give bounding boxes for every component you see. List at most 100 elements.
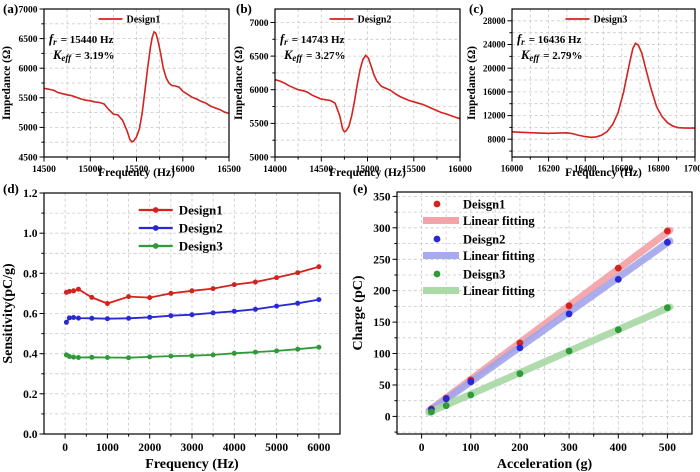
gridlines xyxy=(275,9,460,157)
y-axis-label: Charge (pC) xyxy=(351,275,366,350)
svg-text:Design2: Design2 xyxy=(358,15,392,26)
x-tick-labels: 14000 14500 15000 15500 16000 xyxy=(263,165,472,175)
svg-text:100: 100 xyxy=(462,442,480,454)
series-Design3 xyxy=(63,344,322,361)
svg-text:5000: 5000 xyxy=(250,153,269,163)
series-Deisgn2 xyxy=(428,238,671,413)
svg-text:17000: 17000 xyxy=(684,164,700,174)
svg-text:200: 200 xyxy=(373,286,391,298)
svg-text:16000: 16000 xyxy=(501,164,524,174)
svg-text:5500: 5500 xyxy=(250,120,269,130)
svg-text:16400: 16400 xyxy=(574,164,597,174)
series-Design2 xyxy=(63,297,322,325)
chart-d-canvas: 0 1000 2000 3000 4000 5000 6000 0.0 0.2 0.4 0.6 0.8… xyxy=(1,188,341,472)
svg-text:16000: 16000 xyxy=(448,165,472,175)
y-tick-labels: 0.0 0.2 0.4 0.6 0.8 1.0 1.2 xyxy=(23,188,38,441)
svg-text:15500: 15500 xyxy=(402,165,426,175)
resonance-annotation: fr = 15440 Hz Keff = 3.19% xyxy=(49,32,115,63)
svg-text:6500: 6500 xyxy=(250,52,269,62)
y-axis-label: Impedance (Ω) xyxy=(233,46,245,120)
svg-text:28000: 28000 xyxy=(483,16,506,26)
svg-text:0.8: 0.8 xyxy=(23,268,38,280)
svg-text:5000: 5000 xyxy=(19,124,38,134)
x-axis-label: Acceleration (g) xyxy=(497,457,593,472)
svg-text:24000: 24000 xyxy=(483,40,506,50)
chart-c-canvas: 16000 16200 16400 16600 16800 17000 8000 12000 1… xyxy=(466,8,700,179)
panel-label-d: (d) xyxy=(3,181,19,196)
svg-text:14500: 14500 xyxy=(32,165,56,175)
svg-text:6000: 6000 xyxy=(307,442,330,454)
svg-text:300: 300 xyxy=(560,442,578,454)
svg-text:1000: 1000 xyxy=(96,442,119,454)
svg-text:15000: 15000 xyxy=(356,165,380,175)
series-Design1 xyxy=(43,30,230,143)
svg-text:4500: 4500 xyxy=(19,153,38,163)
svg-text:500: 500 xyxy=(659,442,677,454)
axis-ticks xyxy=(39,192,320,439)
panel-label-e: (e) xyxy=(353,181,368,196)
svg-text:0.2: 0.2 xyxy=(23,389,38,401)
svg-text:16800: 16800 xyxy=(647,164,670,174)
x-axis-label: Frequency (Hz) xyxy=(145,457,239,472)
axis-ticks xyxy=(392,195,668,439)
svg-text:1.0: 1.0 xyxy=(23,228,38,240)
svg-text:16600: 16600 xyxy=(611,164,634,174)
y-tick-labels: 4500 5000 5500 6000 6500 7000 xyxy=(19,5,38,163)
svg-text:3000: 3000 xyxy=(181,442,204,454)
axis-ticks xyxy=(39,8,230,162)
svg-text:1.2: 1.2 xyxy=(23,188,38,200)
legend: Design1 Design2 Design3 xyxy=(138,203,223,254)
x-tick-labels: 0 1000 2000 3000 4000 5000 6000 xyxy=(62,442,330,454)
svg-text:Linear fitting: Linear fitting xyxy=(463,284,535,298)
svg-text:16000: 16000 xyxy=(483,87,506,97)
axis-ticks xyxy=(270,22,461,162)
svg-text:350: 350 xyxy=(373,191,391,203)
svg-text:16200: 16200 xyxy=(537,164,560,174)
x-axis-label: Frequency (Hz) xyxy=(98,167,175,179)
svg-text:20000: 20000 xyxy=(483,63,506,73)
svg-text:Design2: Design2 xyxy=(179,221,223,236)
svg-text:0.0: 0.0 xyxy=(23,429,38,441)
legend: Deisgn1 Linear fitting Deisgn2 Linear fitti… xyxy=(423,198,535,298)
gridlines xyxy=(512,9,695,157)
svg-text:0: 0 xyxy=(385,411,391,423)
svg-text:8000: 8000 xyxy=(488,134,507,144)
svg-text:Design3: Design3 xyxy=(594,15,628,26)
x-tick-labels: 14500 15000 15500 16000 16500 xyxy=(32,165,241,175)
gridlines xyxy=(44,9,229,157)
svg-text:Deisgn1: Deisgn1 xyxy=(463,198,505,212)
svg-text:16000: 16000 xyxy=(171,165,195,175)
x-tick-labels: 0 100 200 300 400 500 xyxy=(419,442,677,454)
resonance-annotation: fr = 14743 Hz Keff = 3.27% xyxy=(280,32,346,63)
x-axis-label: Frequency (Hz) xyxy=(565,167,642,179)
svg-text:Deisgn3: Deisgn3 xyxy=(463,268,505,282)
panel-b-impedance-design2: (b) 14000 14500 15000 15500 16000 5000 5500 600… xyxy=(233,0,472,180)
svg-text:300: 300 xyxy=(373,223,391,235)
panel-e-charge-linearity-chart: (e) 0 100 200 300 400 500 0 50 100 150 200 250 300 35… xyxy=(350,180,700,472)
panel-label-c: (c) xyxy=(469,1,484,16)
y-axis-label: Sensitivity(pC/g) xyxy=(1,263,16,364)
svg-text:4000: 4000 xyxy=(223,442,246,454)
svg-text:200: 200 xyxy=(511,442,529,454)
series-Deisgn3 xyxy=(428,304,671,416)
chart-e-canvas: 0 100 200 300 400 500 0 50 100 150 200 250 300 350 Dei… xyxy=(351,191,693,472)
svg-text:16500: 16500 xyxy=(217,165,241,175)
svg-text:12000: 12000 xyxy=(483,111,506,121)
x-axis-label: Frequency (Hz) xyxy=(329,167,406,179)
y-tick-labels: 8000 12000 16000 20000 24000 28000 xyxy=(483,16,506,144)
resonance-annotation: fr = 16436 Hz Keff = 2.79% xyxy=(517,32,583,63)
panel-d-sensitivity-chart: (d) 0 1000 2000 3000 4000 5000 6000 0.0 0.2 0.4 0.… xyxy=(0,180,350,472)
svg-text:150: 150 xyxy=(373,317,391,329)
gridlines xyxy=(397,192,692,434)
svg-text:14500: 14500 xyxy=(309,165,333,175)
legend: Design3 xyxy=(565,15,628,26)
svg-text:250: 250 xyxy=(373,254,391,266)
panel-label-a: (a) xyxy=(3,1,19,16)
svg-text:100: 100 xyxy=(373,349,391,361)
svg-text:15000: 15000 xyxy=(78,165,102,175)
svg-text:0: 0 xyxy=(62,442,68,454)
svg-text:400: 400 xyxy=(610,442,628,454)
y-axis-label: Impedance (Ω) xyxy=(466,46,478,120)
y-tick-labels: 5000 5500 6000 6500 7000 xyxy=(250,19,269,164)
